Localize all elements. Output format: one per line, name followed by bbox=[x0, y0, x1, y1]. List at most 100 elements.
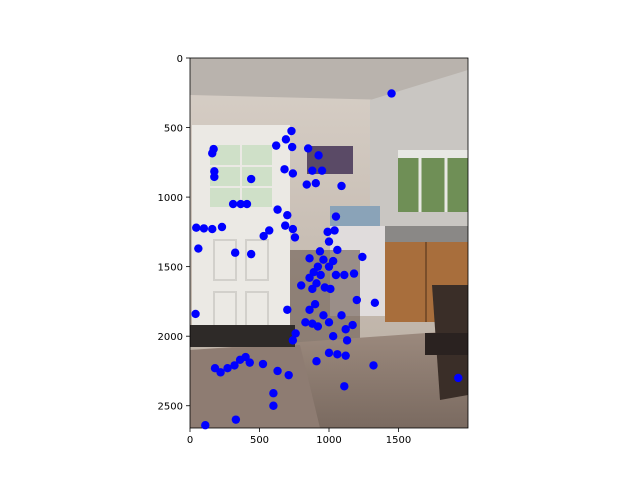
data-point bbox=[349, 269, 359, 278]
data-point bbox=[314, 151, 323, 160]
data-point bbox=[331, 270, 341, 280]
data-point bbox=[281, 135, 291, 144]
x-tick-label: 1500 bbox=[386, 435, 411, 446]
data-point bbox=[330, 226, 339, 235]
data-point bbox=[369, 361, 378, 370]
data-point bbox=[245, 358, 254, 367]
data-point bbox=[297, 281, 306, 290]
background-photo bbox=[190, 58, 468, 428]
data-point bbox=[265, 226, 274, 235]
data-point bbox=[315, 247, 325, 256]
data-point bbox=[340, 270, 349, 280]
data-point bbox=[324, 262, 334, 271]
x-tick-label: 0 bbox=[187, 435, 193, 446]
data-point bbox=[283, 305, 292, 314]
data-point bbox=[328, 331, 338, 341]
y-tick-label: 0 bbox=[177, 54, 183, 65]
y-axis: 0 500 1000 1500 2000 2500 bbox=[158, 54, 190, 413]
data-point bbox=[305, 273, 314, 282]
data-point bbox=[301, 318, 310, 327]
data-point bbox=[288, 169, 298, 178]
data-point bbox=[290, 233, 300, 242]
data-point bbox=[283, 210, 292, 220]
data-point bbox=[333, 350, 342, 359]
data-point bbox=[333, 245, 342, 255]
data-point bbox=[231, 415, 241, 424]
data-point bbox=[341, 351, 350, 360]
x-axis: 0 500 1000 1500 bbox=[187, 428, 411, 446]
data-point bbox=[269, 401, 278, 410]
data-point bbox=[348, 320, 357, 330]
data-point bbox=[280, 165, 289, 174]
data-point bbox=[230, 361, 239, 370]
data-point bbox=[273, 205, 282, 214]
data-point bbox=[235, 355, 245, 365]
data-point bbox=[341, 325, 350, 334]
data-point bbox=[310, 300, 320, 309]
data-point bbox=[199, 224, 209, 233]
data-point bbox=[284, 370, 293, 380]
data-point bbox=[201, 421, 210, 430]
data-point bbox=[319, 311, 328, 320]
data-point bbox=[273, 366, 282, 376]
data-point bbox=[352, 295, 361, 305]
data-point bbox=[324, 318, 334, 327]
data-point bbox=[236, 199, 245, 209]
data-point bbox=[331, 212, 341, 221]
data-point bbox=[246, 249, 256, 259]
y-tick-label: 1000 bbox=[158, 193, 183, 204]
data-point bbox=[269, 389, 278, 398]
data-point bbox=[316, 270, 325, 280]
data-point bbox=[228, 199, 238, 209]
data-point bbox=[288, 336, 298, 345]
data-point bbox=[326, 284, 335, 294]
y-tick-label: 2500 bbox=[158, 402, 183, 413]
data-point bbox=[288, 224, 298, 234]
data-point bbox=[242, 199, 252, 209]
data-point bbox=[337, 181, 346, 191]
y-tick-label: 1500 bbox=[158, 263, 183, 274]
data-point bbox=[454, 373, 463, 383]
data-point bbox=[271, 141, 281, 150]
data-point bbox=[317, 166, 327, 175]
data-point bbox=[319, 255, 328, 264]
data-point bbox=[258, 359, 268, 369]
data-point bbox=[303, 144, 313, 153]
data-point bbox=[230, 248, 240, 257]
data-point bbox=[194, 244, 203, 253]
y-tick-label: 2000 bbox=[158, 332, 183, 343]
data-point bbox=[192, 223, 201, 232]
data-point bbox=[308, 166, 317, 175]
data-point bbox=[387, 89, 396, 98]
data-points bbox=[191, 89, 463, 430]
x-tick-label: 500 bbox=[250, 435, 269, 446]
data-point bbox=[287, 126, 296, 136]
data-point bbox=[323, 227, 332, 237]
data-point bbox=[311, 178, 320, 188]
data-point bbox=[342, 336, 352, 345]
data-point bbox=[287, 142, 297, 152]
data-point bbox=[305, 305, 314, 314]
data-point bbox=[370, 298, 380, 308]
data-point bbox=[324, 348, 334, 358]
y-tick-label: 500 bbox=[164, 124, 183, 135]
data-point bbox=[246, 174, 256, 184]
data-point bbox=[358, 252, 367, 262]
data-point bbox=[340, 382, 349, 391]
data-point bbox=[308, 284, 317, 294]
data-point bbox=[210, 172, 219, 182]
data-point bbox=[324, 237, 334, 246]
data-point bbox=[312, 357, 321, 366]
data-point bbox=[216, 368, 225, 377]
data-point bbox=[259, 231, 268, 241]
data-point bbox=[337, 311, 346, 320]
data-point bbox=[291, 329, 300, 338]
data-point bbox=[191, 309, 200, 319]
data-point bbox=[208, 224, 217, 234]
data-point bbox=[208, 149, 217, 158]
data-point bbox=[313, 322, 323, 331]
data-point bbox=[305, 254, 314, 263]
data-point bbox=[223, 363, 232, 373]
